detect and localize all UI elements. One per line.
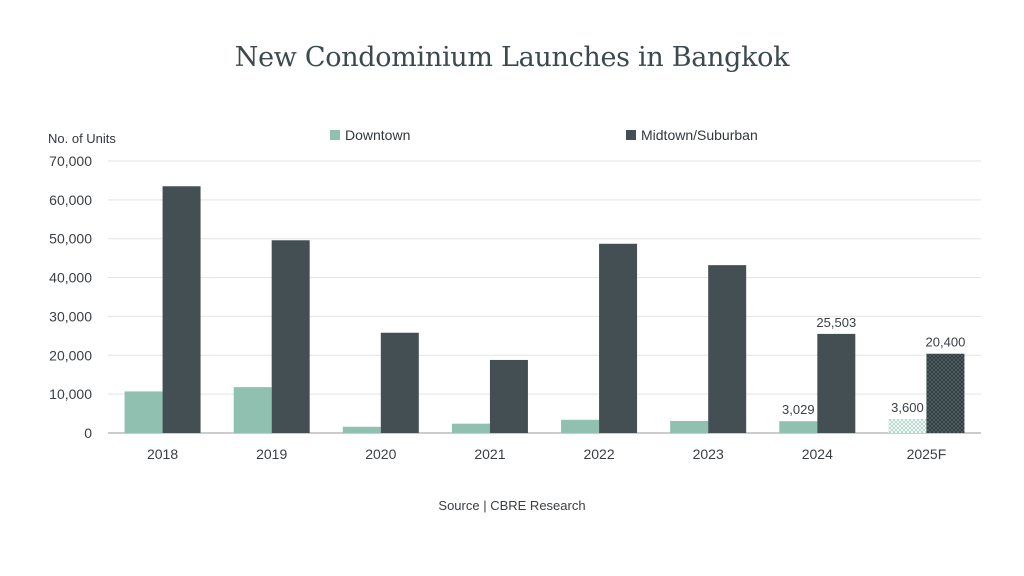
chart-title: New Condominium Launches in Bangkok bbox=[234, 42, 790, 73]
y-tick-label: 10,000 bbox=[49, 386, 92, 402]
data-label-downtown-2025F: 3,600 bbox=[891, 400, 924, 415]
bar-midtown-2021 bbox=[489, 359, 528, 433]
data-label-downtown-2024: 3,029 bbox=[782, 402, 815, 417]
x-tick-label: 2018 bbox=[147, 446, 178, 462]
data-label-midtown-2025F: 20,400 bbox=[926, 335, 966, 350]
bar-midtown-2024 bbox=[817, 333, 856, 433]
x-axis-ticks: 2018 2019 2020 2021 2022 2023 2024 2025F bbox=[147, 446, 946, 462]
y-tick-label: 60,000 bbox=[49, 192, 92, 208]
bar-downtown-2019 bbox=[233, 387, 272, 433]
y-axis-ticks: 0 10,000 20,000 30,000 40,000 50,000 60,000 70,… bbox=[49, 153, 92, 441]
bar-midtown-2023 bbox=[708, 265, 747, 433]
x-tick-label: 2021 bbox=[474, 446, 505, 462]
y-axis-label: No. of Units bbox=[48, 131, 116, 146]
bar-downtown-2024 bbox=[779, 421, 818, 433]
data-label-midtown-2024: 25,503 bbox=[816, 315, 856, 330]
legend-swatch-midtown bbox=[626, 130, 636, 140]
y-tick-label: 20,000 bbox=[49, 347, 92, 363]
legend-item-midtown: Midtown/Suburban bbox=[626, 127, 758, 143]
bar-midtown-2018 bbox=[162, 186, 201, 433]
x-tick-label: 2025F bbox=[907, 446, 947, 462]
bar-downtown-2018 bbox=[124, 391, 163, 433]
bar-downtown-2022 bbox=[561, 419, 600, 433]
bar-downtown-2020 bbox=[342, 426, 381, 433]
x-tick-label: 2020 bbox=[365, 446, 396, 462]
x-tick-label: 2024 bbox=[802, 446, 833, 462]
y-tick-label: 50,000 bbox=[49, 231, 92, 247]
x-tick-label: 2022 bbox=[583, 446, 614, 462]
bar-midtown-2022 bbox=[599, 243, 638, 433]
bar-midtown-2025F bbox=[926, 353, 965, 433]
bar-midtown-2019 bbox=[271, 240, 310, 433]
bar-downtown-2023 bbox=[670, 420, 709, 433]
legend-label-midtown: Midtown/Suburban bbox=[641, 127, 758, 143]
bars bbox=[124, 186, 965, 433]
x-tick-label: 2019 bbox=[256, 446, 287, 462]
legend-swatch-downtown bbox=[330, 130, 340, 140]
bar-downtown-2021 bbox=[451, 423, 490, 433]
data-labels: 3,029 25,503 3,600 20,400 bbox=[782, 315, 965, 417]
y-tick-label: 40,000 bbox=[49, 270, 92, 286]
y-tick-label: 30,000 bbox=[49, 308, 92, 324]
legend-label-downtown: Downtown bbox=[345, 127, 411, 143]
y-tick-label: 0 bbox=[84, 425, 92, 441]
source-note: Source | CBRE Research bbox=[438, 498, 586, 513]
bar-midtown-2020 bbox=[380, 332, 419, 433]
legend-item-downtown: Downtown bbox=[330, 127, 410, 143]
x-tick-label: 2023 bbox=[693, 446, 724, 462]
y-tick-label: 70,000 bbox=[49, 153, 92, 169]
bar-downtown-2025F bbox=[888, 419, 927, 433]
